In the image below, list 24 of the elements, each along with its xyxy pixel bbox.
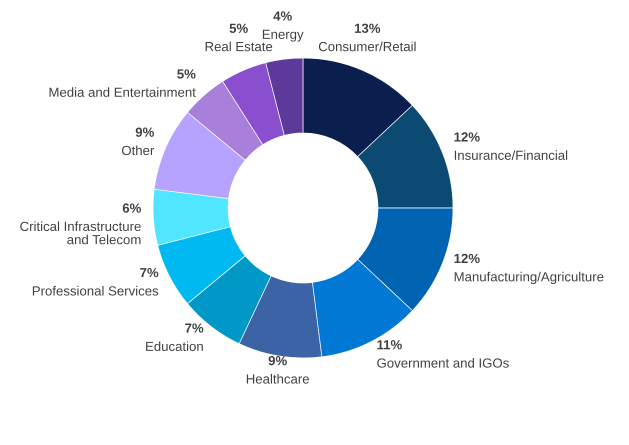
slice-label: Government and IGOs [377, 358, 509, 368]
data-label: 5% [177, 69, 196, 79]
data-label: 7% [140, 268, 158, 278]
slice-label: Professional Services [32, 286, 158, 296]
data-label: 5% [230, 24, 248, 33]
slice-label: Media and Entertainment [50, 87, 196, 97]
slice-label: Healthcare [246, 374, 309, 384]
data-label: 11% [377, 340, 402, 350]
data-label: 12% [454, 254, 480, 264]
slice-label: Critical Infrastructure and Telecom [20, 221, 141, 244]
slice-label: Consumer/Retail [318, 42, 416, 52]
slice-label: Manufacturing/Agriculture [454, 272, 604, 284]
data-label: 4% [273, 11, 292, 21]
data-label: 9% [136, 128, 154, 137]
data-label: 13% [354, 24, 380, 33]
data-label: 7% [185, 323, 204, 333]
data-label: 12% [454, 132, 480, 142]
slice-label: Insurance/Financial [454, 150, 568, 160]
slice-label: Energy [262, 30, 304, 42]
data-label: 6% [122, 203, 141, 213]
slice-label: Other [122, 145, 154, 156]
data-label: 9% [268, 356, 287, 366]
slice-label: Education [146, 341, 203, 352]
slice-label: Real Estate [206, 42, 272, 52]
